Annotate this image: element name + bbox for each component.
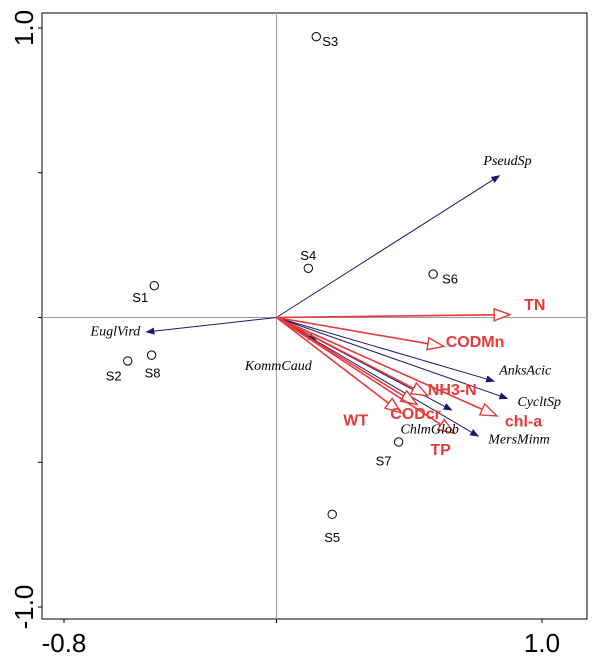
site-label-s6: S6 bbox=[442, 272, 458, 287]
species-label-pseudsp: PseudSp bbox=[482, 154, 531, 169]
site-point-s2 bbox=[123, 356, 133, 366]
species-label-chlmglob: ChlmGlob bbox=[401, 423, 459, 438]
env-arrowhead-tn bbox=[493, 307, 513, 322]
species-arrow-euglvird bbox=[145, 317, 277, 335]
species-arrow-anksacic bbox=[276, 317, 496, 383]
site-point-s3 bbox=[311, 31, 321, 42]
env-label-chl-a: chl-a bbox=[505, 413, 542, 430]
env-label-codmn: CODMn bbox=[446, 334, 505, 351]
site-label-s2: S2 bbox=[106, 368, 122, 383]
site-point-s7 bbox=[393, 437, 404, 447]
species-arrow-pseudsp bbox=[276, 175, 501, 318]
species-arrow-cycltsp bbox=[276, 317, 509, 400]
site-label-s4: S4 bbox=[300, 248, 316, 263]
site-point-s6 bbox=[428, 269, 438, 279]
y-tick-label: -1.0 bbox=[9, 585, 39, 630]
env-arrow-wt bbox=[275, 316, 390, 404]
env-arrow-tn bbox=[276, 314, 495, 319]
env-arrow-codmn bbox=[276, 316, 429, 345]
site-point-s8 bbox=[146, 350, 157, 360]
species-label-anksacic: AnksAcic bbox=[498, 364, 552, 379]
site-label-s5: S5 bbox=[324, 530, 340, 545]
x-tick-label: 1.0 bbox=[524, 628, 560, 658]
site-point-s1 bbox=[149, 280, 159, 291]
plot-frame bbox=[41, 12, 588, 620]
env-arrowhead-wt bbox=[383, 397, 403, 415]
site-label-s7: S7 bbox=[376, 453, 392, 468]
site-label-s8: S8 bbox=[145, 366, 161, 381]
env-arrow-chl-a bbox=[276, 316, 483, 411]
env-arrow-tp bbox=[276, 316, 442, 426]
site-point-s5 bbox=[327, 509, 337, 520]
x-tick-label: -0.8 bbox=[42, 628, 87, 658]
species-arrow-mersminm bbox=[276, 317, 480, 437]
site-label-s3: S3 bbox=[322, 34, 338, 49]
env-label-tn: TN bbox=[524, 297, 545, 314]
species-label-cycltsp: CycltSp bbox=[517, 395, 561, 410]
env-label-codcr: CODcr bbox=[390, 406, 441, 423]
env-arrowhead-chl-a bbox=[478, 402, 499, 417]
env-arrowhead-nh3-n bbox=[409, 381, 430, 397]
species-label-euglvird: EuglVird bbox=[90, 324, 142, 339]
env-arrowhead-codmn bbox=[426, 336, 446, 351]
env-label-wt: WT bbox=[343, 413, 368, 430]
env-label-tp: TP bbox=[430, 442, 451, 459]
species-label-mersminm: MersMinm bbox=[487, 433, 549, 448]
site-label-s1: S1 bbox=[132, 290, 148, 305]
env-arrowhead-tp bbox=[436, 418, 457, 435]
y-tick-label: 1.0 bbox=[9, 10, 39, 46]
species-label-kommcaud: KommCaud bbox=[244, 359, 313, 374]
env-arrow-nh3-n bbox=[276, 316, 414, 390]
env-label-nh3-n: NH3-N bbox=[428, 382, 477, 399]
site-point-s4 bbox=[303, 263, 314, 273]
